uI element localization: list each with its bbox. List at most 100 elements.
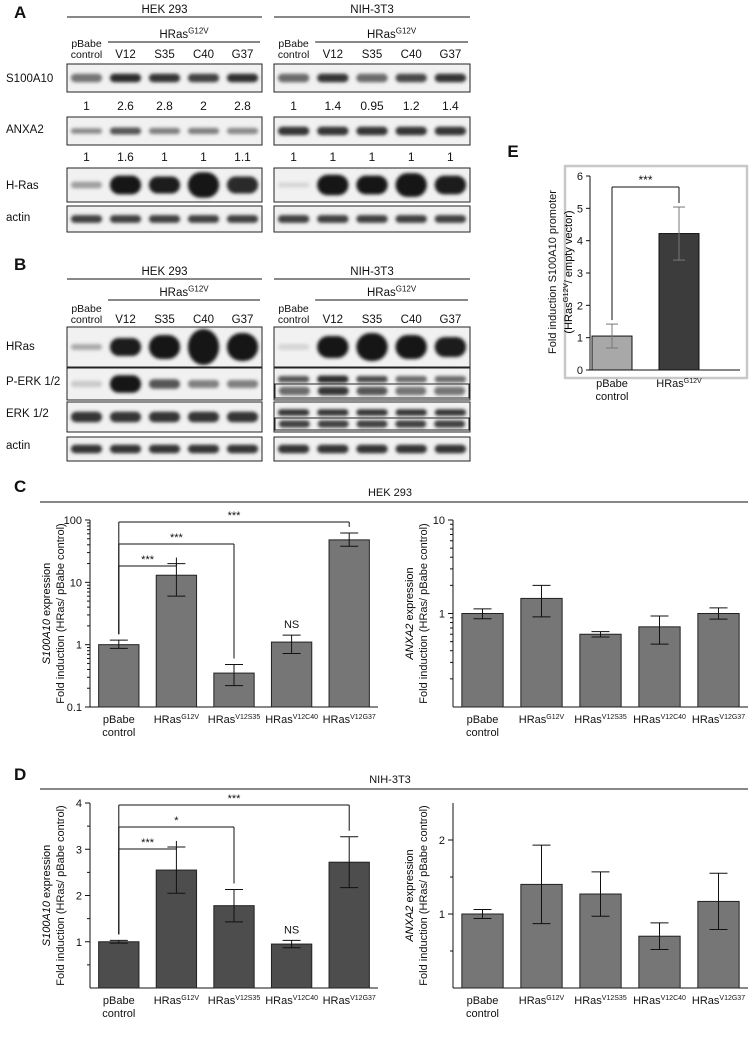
panel-a-hek-anxa2-quant-2: 1.6 bbox=[117, 150, 134, 164]
panel-a-hek-anxa2-quant-3: 1 bbox=[161, 150, 168, 164]
panel-a-nih-h-ras-bands bbox=[277, 173, 467, 197]
panel-a-hek-lane-g37: G37 bbox=[232, 49, 254, 61]
panel-b-hek-lane-s35: S35 bbox=[154, 314, 174, 326]
panel-c-left-sig-label-3: *** bbox=[170, 532, 184, 544]
panel-b-hek-p-erk-band-4 bbox=[187, 380, 220, 388]
panel-c-right-xlabel-pbabe: pBabe bbox=[467, 714, 499, 726]
panel-d-left-xlabel-hras-v12c40: HRasV12C40 bbox=[265, 995, 318, 1007]
panel-d-left-ytick-label-3: 3 bbox=[76, 844, 82, 856]
panel-a-nih-anxa2-band-5 bbox=[434, 126, 467, 136]
panel-a-hek-s100a10-quant-1: 1 bbox=[83, 99, 90, 113]
panel-a-hek-h-ras-band-3 bbox=[148, 176, 181, 194]
panel-e-xlabel-hras: HRasG12V bbox=[656, 378, 702, 390]
panel-b-nih-p-erk-band-4 bbox=[395, 376, 427, 383]
panel-b-nih-hras-band-4 bbox=[395, 335, 427, 359]
panel-d-left-xlabel-hras-g12v: HRasG12V bbox=[154, 995, 200, 1007]
panel-a-hek-s100a10-bands bbox=[70, 73, 259, 83]
panel-c-left-ylabel-2: Fold induction (HRas/ pBabe control) bbox=[55, 523, 67, 703]
panel-c-title: HEK 293 bbox=[368, 487, 412, 499]
panel-b-nih-hras-band-3 bbox=[356, 333, 388, 361]
panel-d-right-ytick-label-1: 1 bbox=[439, 909, 445, 921]
panel-b-hek-actin-band-3 bbox=[148, 444, 181, 454]
panel-d-left-ylabel-2: Fold induction (HRas/ pBabe control) bbox=[55, 805, 67, 985]
panel-d-left-sig-label-5: *** bbox=[228, 793, 242, 805]
panel-b-hek-erk-band-3 bbox=[148, 411, 181, 423]
panel-a-nih-anxa2-quant-5: 1 bbox=[447, 150, 454, 164]
panel-a-hek-anxa2-band-3 bbox=[148, 127, 181, 135]
panel-b-nih-p-erk-band-1 bbox=[277, 376, 310, 383]
panel-a-nih-anxa2-band-3 bbox=[356, 126, 388, 136]
panel-a-hek-lane-s35: S35 bbox=[154, 49, 174, 61]
panel-a-hek-s100a10-band-2 bbox=[109, 73, 142, 83]
panel-b-nih-lane-s35: S35 bbox=[362, 314, 382, 326]
panel-a-nih-h-ras-band-2 bbox=[317, 174, 349, 196]
panel-d-left-xlabel-pbabe: pBabe bbox=[103, 995, 135, 1007]
panel-a-nih-s100a10-quant-4: 1.2 bbox=[403, 99, 420, 113]
panel-d-left-sig-label-3: * bbox=[174, 815, 179, 827]
panel-a-nih-anxa2-bands bbox=[277, 126, 467, 136]
panel-d-title: NIH-3T3 bbox=[369, 774, 411, 786]
panel-b-hek-erk-band-1 bbox=[70, 411, 103, 423]
panel-a-row-s100a10: S100A10 bbox=[6, 73, 53, 85]
panel-e-ytick-label-1: 1 bbox=[577, 333, 583, 345]
panel-a-letter: A bbox=[14, 3, 26, 22]
panel-b-nih-p-erk-band-2 bbox=[317, 375, 349, 383]
panel-c-left-xlabel-hras-v12c40: HRasV12C40 bbox=[265, 714, 318, 726]
panel-c-right-bar-3 bbox=[579, 633, 622, 708]
panel-a-nih-s100a10-bands bbox=[277, 73, 467, 83]
panel-d-right-xlabel-control: control bbox=[466, 1008, 499, 1020]
panel-a-nih-s100a10-quant-3: 0.95 bbox=[360, 99, 384, 113]
panel-a-nih-anxa2-band-2 bbox=[317, 126, 349, 136]
panel-d-right-xlabel-hras-v12g37: HRasV12G37 bbox=[692, 995, 745, 1007]
panel-d-left-ytick-label-1: 1 bbox=[76, 937, 82, 949]
panel-c-right-ylabel: ANXA2 expression bbox=[404, 567, 416, 660]
panel-a-row-actin: actin bbox=[6, 212, 30, 224]
panel-b-nih-erk-band-2 bbox=[317, 409, 349, 416]
panel-b-nih-erk-lower-band-1 bbox=[278, 420, 310, 428]
panel-a-hek-hras-group-label: HRasG12V bbox=[159, 27, 209, 41]
panel-e-ylabel-2: (HRasG12V/ empty vector) bbox=[561, 210, 575, 333]
panel-a-hek-anxa2-quant-4: 1 bbox=[200, 150, 207, 164]
panel-b-row-actin: actin bbox=[6, 440, 30, 452]
panel-b-nih-erk-band-1 bbox=[277, 409, 310, 416]
panel-d-left-bar-1 bbox=[98, 941, 140, 989]
panel-e-ytick-label-5: 5 bbox=[577, 203, 583, 215]
panel-a-nih-cell-line-title: NIH-3T3 bbox=[350, 4, 393, 16]
panel-d-left-annotation-ns: NS bbox=[284, 924, 299, 936]
panel-c-right-bar-1 bbox=[461, 613, 504, 708]
panel-e-letter: E bbox=[507, 142, 518, 161]
panel-b-nih-p-erk-lower-band-2 bbox=[317, 386, 349, 396]
panel-e-sig-label: *** bbox=[638, 173, 652, 187]
panel-a-hek-actin-band-1 bbox=[70, 215, 103, 223]
panel-a-hek-lane-v12: V12 bbox=[115, 49, 135, 61]
panel-b-nih-erk-lower-bands bbox=[278, 420, 466, 428]
panel-c-right-xlabel-hras-v12c40: HRasV12C40 bbox=[633, 714, 686, 726]
panel-d-right-xlabel-hras-g12v: HRasG12V bbox=[519, 995, 565, 1007]
panel-a-hek-anxa2-band-1 bbox=[70, 128, 103, 134]
panel-b-nih-hras-band-2 bbox=[317, 336, 349, 358]
panel-a-nih-anxa2-quant-1: 1 bbox=[290, 150, 297, 164]
panel-b-hek-hras-band-4 bbox=[187, 329, 220, 365]
panel-b-hek-p-erk-band-3 bbox=[148, 379, 181, 389]
panel-c-left-xlabel-hras-v12g37: HRasV12G37 bbox=[323, 714, 376, 726]
panel-d-left-bar-4 bbox=[270, 943, 313, 989]
panel-b-hek-pbabe-label: pBabe bbox=[71, 303, 102, 315]
panel-a-hek-pbabe-label: pBabe bbox=[71, 38, 102, 50]
panel-b-nih-pbabe-label: pBabe bbox=[278, 303, 309, 315]
panel-d-right-bar-1 bbox=[461, 913, 504, 989]
panel-a-hek-h-ras-band-5 bbox=[226, 176, 259, 194]
panel-c-left-bar-1 bbox=[98, 644, 140, 708]
panel-a-nih-h-ras-band-3 bbox=[356, 175, 388, 195]
panel-b-row-erk: ERK 1/2 bbox=[6, 408, 49, 420]
panel-a-nih-actin-bands bbox=[277, 215, 467, 223]
panel-b-hek-hras-group-label: HRasG12V bbox=[159, 285, 209, 299]
panel-d-left-ytick-label-4: 4 bbox=[76, 798, 82, 810]
panel-a-hek-s100a10-band-3 bbox=[148, 73, 181, 83]
panel-d-right-xlabel-pbabe: pBabe bbox=[467, 995, 499, 1007]
panel-b-nih-p-erk-lower-bands bbox=[278, 386, 466, 396]
panel-d-left-sig-label-2: *** bbox=[141, 837, 155, 849]
panel-b-nih-p-erk-bands bbox=[277, 375, 467, 383]
panel-a-nih-lane-v12: V12 bbox=[323, 49, 343, 61]
panel-a-nih-h-ras-band-4 bbox=[395, 173, 427, 197]
